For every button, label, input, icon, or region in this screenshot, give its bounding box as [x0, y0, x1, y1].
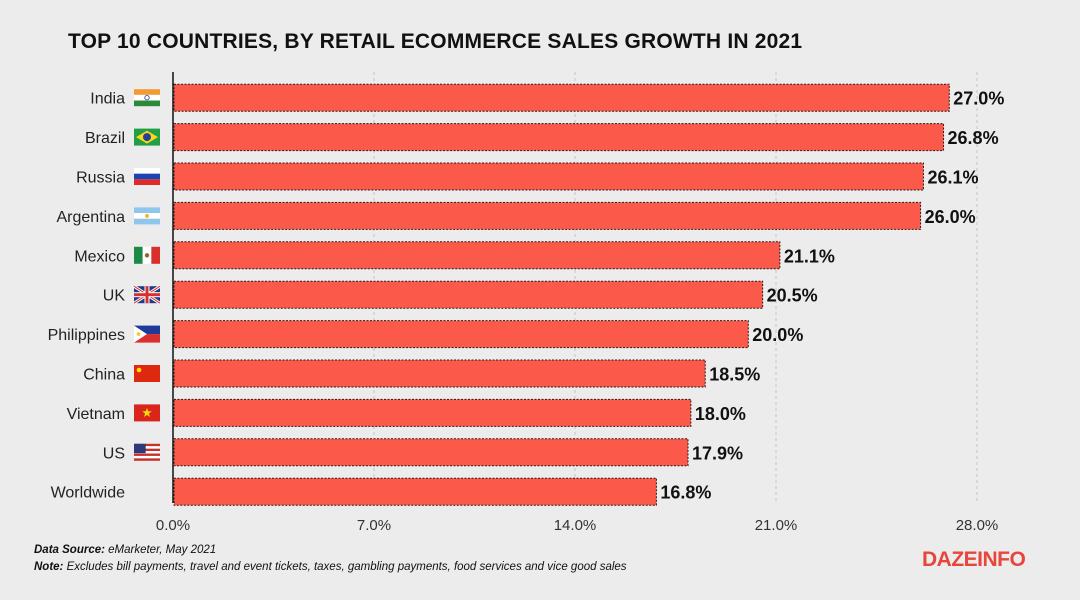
- chart-title: TOP 10 COUNTRIES, BY RETAIL ECOMMERCE SA…: [68, 30, 803, 53]
- vietnam-flag-icon: [134, 404, 160, 422]
- note-text: Excludes bill payments, travel and event…: [63, 561, 627, 573]
- data-source-label: Data Source:: [34, 544, 105, 556]
- category-label: Worldwide: [51, 485, 126, 502]
- mexico-flag-icon: [134, 246, 160, 264]
- category-label: Russia: [76, 170, 125, 187]
- bar: [173, 320, 749, 349]
- x-tick-label: 0.0%: [156, 517, 190, 534]
- value-label: 20.0%: [752, 325, 803, 345]
- us-flag-icon: [134, 443, 160, 461]
- x-tick-label: 7.0%: [357, 517, 391, 534]
- category-label: India: [90, 91, 125, 108]
- bar: [173, 201, 922, 230]
- category-label: US: [103, 445, 125, 462]
- bar: [173, 398, 692, 427]
- category-label: Philippines: [48, 327, 125, 344]
- data-source-line: Data Source: eMarketer, May 2021: [34, 542, 627, 559]
- india-flag-icon: [134, 89, 160, 107]
- category-label: Mexico: [74, 248, 125, 265]
- philippines-flag-icon: [134, 325, 160, 343]
- bar: [173, 477, 657, 506]
- bar: [173, 359, 706, 388]
- bar: [173, 438, 689, 467]
- chart-footer: Data Source: eMarketer, May 2021 Note: E…: [34, 542, 627, 576]
- category-label: Vietnam: [67, 406, 125, 423]
- argentina-flag-icon: [134, 207, 160, 225]
- value-label: 26.8%: [948, 128, 999, 148]
- category-label: Argentina: [57, 209, 126, 226]
- category-label: Brazil: [85, 130, 125, 147]
- uk-flag-icon: [133, 284, 161, 305]
- value-label: 27.0%: [953, 89, 1004, 109]
- x-tick-label: 14.0%: [554, 517, 597, 534]
- category-label: UK: [103, 288, 126, 305]
- note-label: Note:: [34, 561, 64, 573]
- china-flag-icon: [134, 365, 160, 382]
- value-label: 20.5%: [767, 286, 818, 306]
- brazil-flag-icon: [134, 128, 160, 146]
- bar: [173, 162, 924, 191]
- value-label: 26.0%: [925, 207, 976, 227]
- bar: [173, 83, 950, 112]
- russia-flag-icon: [134, 168, 160, 185]
- note-line: Note: Excludes bill payments, travel and…: [34, 559, 627, 576]
- data-source-text: eMarketer, May 2021: [104, 544, 217, 556]
- x-tick-label: 28.0%: [956, 517, 999, 534]
- value-label: 26.1%: [927, 168, 978, 188]
- bar: [173, 241, 781, 270]
- value-label: 18.0%: [695, 404, 746, 424]
- value-label: 16.8%: [660, 483, 711, 503]
- value-label: 21.1%: [784, 246, 835, 266]
- bar: [173, 280, 764, 309]
- value-label: 17.9%: [692, 443, 743, 463]
- category-label: China: [83, 367, 125, 384]
- bar: [173, 123, 945, 152]
- dazeinfo-logo: DAZEINFO: [922, 548, 1026, 571]
- x-tick-label: 21.0%: [755, 517, 798, 534]
- value-label: 18.5%: [709, 365, 760, 385]
